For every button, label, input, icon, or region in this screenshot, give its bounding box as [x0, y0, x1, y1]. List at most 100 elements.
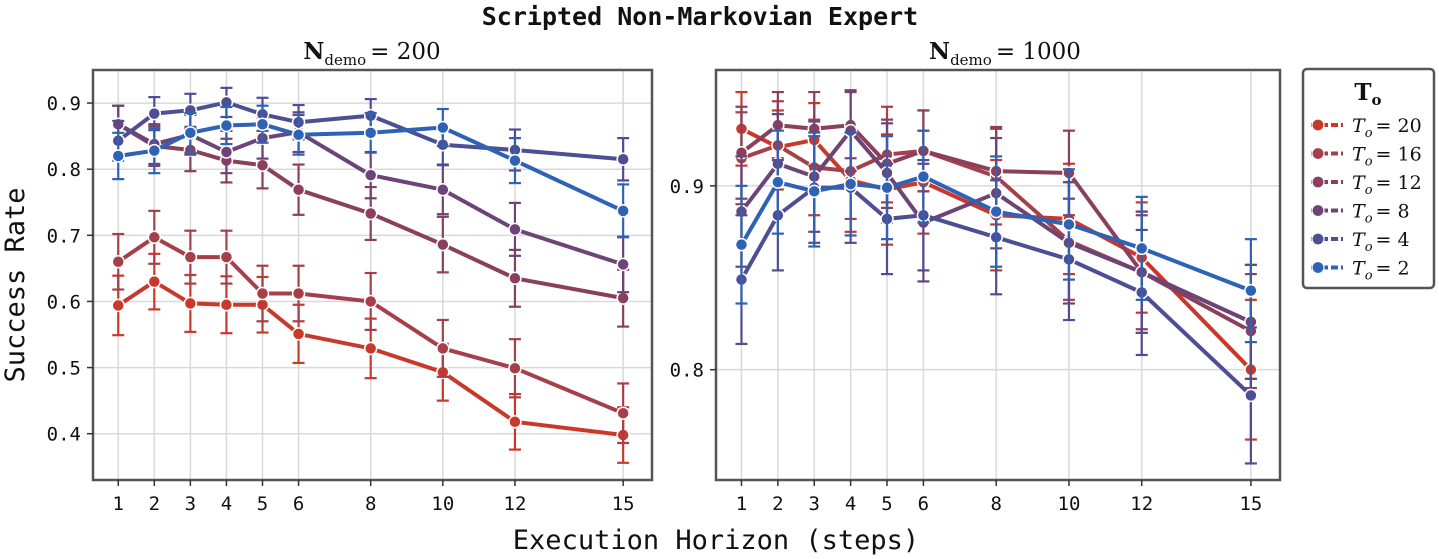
- series-line: [117, 122, 624, 213]
- data-point: [616, 406, 630, 420]
- data-point: [916, 169, 931, 184]
- data-point: [183, 126, 198, 140]
- legend-label: To = 2: [1352, 258, 1410, 284]
- x-tick-label: 6: [293, 493, 304, 515]
- legend-entry: To = 16: [1311, 144, 1422, 170]
- data-point: [436, 182, 450, 197]
- x-tick-label: 10: [1058, 493, 1081, 515]
- series-line: [117, 122, 624, 301]
- x-tick-label: 5: [881, 493, 892, 515]
- panel-right-title-sub: demo: [950, 51, 992, 69]
- plot-frame: [91, 68, 654, 482]
- series-line: [739, 174, 1252, 293]
- x-tick-label: 8: [365, 493, 376, 515]
- x-tick-label: 12: [504, 493, 527, 515]
- x-tick-label: 4: [221, 493, 232, 515]
- panel-right-plot: 1 2 3 4 5 6 8 10 12 150.80.9: [670, 68, 1282, 515]
- data-point: [436, 237, 450, 252]
- series-To=2: [111, 104, 630, 239]
- data-point: [363, 341, 378, 356]
- legend-label: To = 20: [1352, 115, 1422, 141]
- legend-label: To = 8: [1352, 201, 1410, 227]
- data-point: [255, 286, 270, 301]
- data-point: [436, 120, 450, 135]
- data-point: [147, 274, 162, 289]
- data-point: [508, 222, 522, 237]
- legend-marker: [1311, 175, 1325, 189]
- legend-entry: To = 20: [1311, 115, 1422, 141]
- legend-entry: To = 8: [1311, 201, 1410, 227]
- series-line: [739, 185, 1253, 397]
- data-point: [147, 230, 162, 245]
- data-point: [291, 286, 306, 301]
- data-point: [363, 294, 378, 309]
- x-tick-label: 1: [736, 493, 747, 515]
- legend-entry: To = 4: [1311, 229, 1410, 255]
- y-tick-label: 0.6: [47, 291, 81, 313]
- legend-label: To = 12: [1352, 172, 1422, 198]
- data-point: [616, 204, 630, 218]
- legend-title-sub: o: [1372, 91, 1382, 109]
- panel-left-title: Ndemo = 200: [303, 38, 440, 69]
- legend-marker: [1311, 260, 1325, 275]
- data-point: [1134, 241, 1149, 256]
- panel-right-title-main: N: [929, 38, 950, 65]
- x-tick-label: 12: [1130, 493, 1153, 515]
- x-tick-label: 10: [431, 493, 454, 515]
- panel-right-title: Ndemo = 1000: [929, 38, 1081, 69]
- y-axis-label: Success Rate: [0, 187, 31, 382]
- data-point: [183, 296, 198, 311]
- data-point: [363, 126, 378, 140]
- data-point: [616, 291, 630, 305]
- data-point: [255, 158, 270, 172]
- data-point: [363, 206, 378, 221]
- data-point: [1244, 388, 1258, 403]
- y-tick-label: 0.8: [47, 159, 81, 181]
- y-tick-label: 0.4: [47, 424, 81, 446]
- plot-frame: [714, 68, 1282, 482]
- series-line: [740, 123, 1252, 333]
- data-point: [616, 152, 630, 167]
- y-tick-label: 0.9: [670, 176, 704, 198]
- data-point: [255, 117, 270, 131]
- series-To=2: [734, 129, 1258, 344]
- x-tick-label: 15: [612, 493, 635, 515]
- data-point: [771, 175, 785, 189]
- data-point: [111, 149, 125, 163]
- data-point: [1244, 283, 1258, 298]
- data-point: [219, 298, 234, 312]
- panel-left-plot: 1 2 3 4 5 6 8 10 12 150.40.50.60.70.80.9: [47, 68, 654, 515]
- data-point: [219, 145, 234, 159]
- data-point: [219, 250, 234, 264]
- x-tick-label: 2: [772, 493, 783, 515]
- legend-marker: [1311, 146, 1325, 161]
- data-point: [147, 143, 162, 158]
- y-tick-label: 0.5: [47, 358, 81, 380]
- data-point: [880, 180, 894, 195]
- data-point: [1062, 217, 1076, 232]
- data-point: [363, 168, 378, 182]
- data-point: [508, 271, 522, 286]
- data-point: [219, 118, 234, 133]
- legend-title-main: T: [1354, 79, 1371, 106]
- y-tick-label: 0.9: [47, 93, 81, 115]
- panel-left-title-eq: = 200: [370, 39, 440, 65]
- series-line: [117, 122, 624, 267]
- data-point: [147, 106, 162, 121]
- plot-area: [716, 70, 1280, 480]
- data-point: [508, 415, 522, 429]
- x-axis-label: Execution Horizon (steps): [513, 525, 919, 556]
- x-tick-label: 15: [1239, 493, 1262, 515]
- y-tick-label: 0.8: [670, 360, 704, 382]
- x-tick-label: 4: [845, 493, 856, 515]
- legend-marker: [1311, 203, 1325, 218]
- legend-title: To: [1354, 79, 1381, 109]
- data-point: [734, 237, 749, 252]
- data-point: [111, 255, 125, 269]
- data-point: [616, 257, 630, 272]
- panel-left-title-main: N: [303, 38, 324, 65]
- legend-label: To = 4: [1352, 229, 1410, 255]
- x-tick-label: 3: [809, 493, 820, 515]
- data-point: [291, 182, 306, 197]
